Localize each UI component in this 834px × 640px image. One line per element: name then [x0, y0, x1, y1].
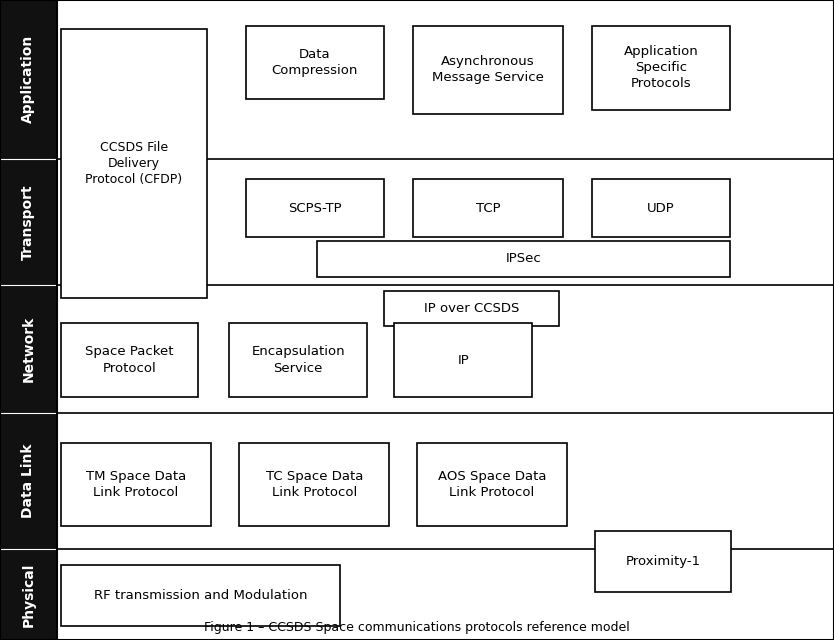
Text: Proximity-1: Proximity-1 [626, 555, 701, 568]
Bar [417, 443, 567, 526]
Bar [413, 26, 563, 114]
Text: Transport: Transport [22, 184, 35, 260]
Bar [592, 179, 730, 237]
Bar [0, 0, 57, 640]
Text: RF transmission and Modulation: RF transmission and Modulation [94, 589, 307, 602]
Text: CCSDS File
Delivery
Protocol (CFDP): CCSDS File Delivery Protocol (CFDP) [85, 141, 183, 186]
Bar [246, 26, 384, 99]
Text: TM Space Data
Link Protocol: TM Space Data Link Protocol [86, 470, 186, 499]
Text: IPSec: IPSec [505, 252, 541, 266]
Text: SCPS-TP: SCPS-TP [288, 202, 342, 214]
Text: Data Link: Data Link [22, 444, 35, 518]
Text: Asynchronous
Message Service: Asynchronous Message Service [432, 55, 544, 84]
Text: UDP: UDP [647, 202, 675, 214]
Bar [413, 179, 563, 237]
Bar [384, 291, 559, 326]
Text: TCP: TCP [475, 202, 500, 214]
Text: Figure 1 – CCSDS Space communications protocols reference model: Figure 1 – CCSDS Space communications pr… [204, 621, 630, 634]
Bar [61, 29, 207, 298]
Text: TC Space Data
Link Protocol: TC Space Data Link Protocol [266, 470, 363, 499]
Text: IP: IP [457, 353, 470, 367]
Bar [394, 323, 532, 397]
Text: Space Packet
Protocol: Space Packet Protocol [85, 346, 174, 374]
Bar [239, 443, 389, 526]
Text: Network: Network [22, 316, 35, 382]
Text: Data
Compression: Data Compression [272, 48, 358, 77]
Text: Encapsulation
Service: Encapsulation Service [251, 346, 345, 374]
Bar [61, 443, 211, 526]
Bar [595, 531, 731, 592]
Bar [246, 179, 384, 237]
Bar [229, 323, 367, 397]
Bar [61, 323, 198, 397]
Bar [317, 241, 730, 277]
Text: Physical: Physical [22, 563, 35, 627]
Text: Application: Application [22, 35, 35, 124]
Bar [592, 26, 730, 110]
Bar [61, 565, 340, 626]
Text: Application
Specific
Protocols: Application Specific Protocols [624, 45, 698, 90]
Text: AOS Space Data
Link Protocol: AOS Space Data Link Protocol [438, 470, 546, 499]
Text: IP over CCSDS: IP over CCSDS [424, 302, 519, 315]
